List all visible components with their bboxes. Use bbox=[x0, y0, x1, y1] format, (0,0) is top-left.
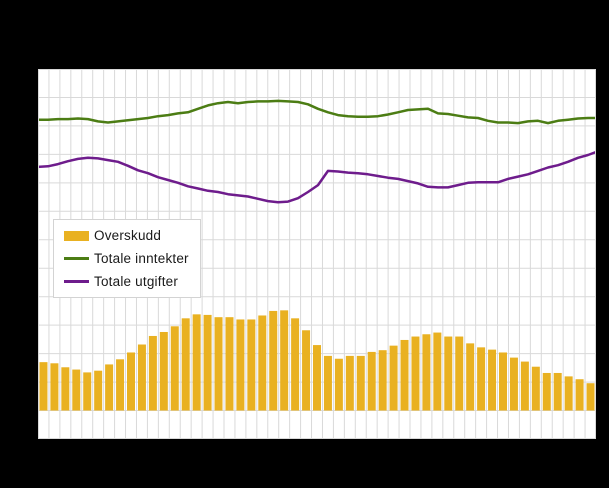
legend-box: Overskudd Totale inntekter Totale utgift… bbox=[53, 219, 201, 298]
chart-svg bbox=[38, 69, 596, 439]
plot-area bbox=[38, 69, 596, 439]
inntekter-line-swatch bbox=[64, 257, 89, 260]
utgifter-line-swatch bbox=[64, 280, 89, 283]
legend-label-inntekter: Totale inntekter bbox=[94, 251, 189, 266]
legend-item-overskudd: Overskudd bbox=[64, 224, 200, 247]
overskudd-bar-swatch bbox=[64, 230, 89, 241]
legend-label-utgifter: Totale utgifter bbox=[94, 274, 179, 289]
legend-item-utgifter: Totale utgifter bbox=[64, 270, 200, 293]
legend-label-overskudd: Overskudd bbox=[94, 228, 162, 243]
legend-item-inntekter: Totale inntekter bbox=[64, 247, 200, 270]
